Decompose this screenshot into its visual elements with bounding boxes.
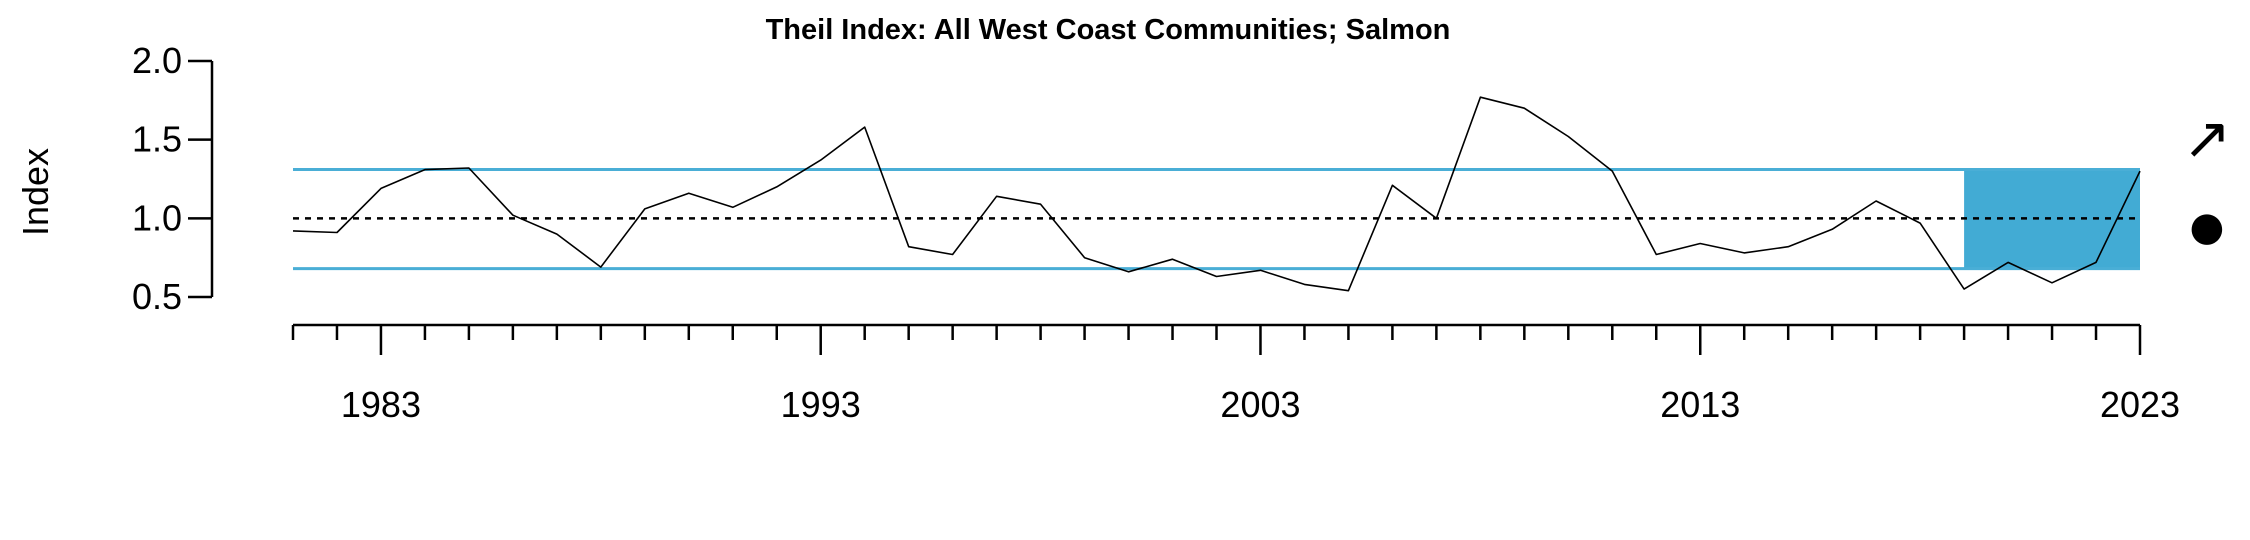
y-axis: 0.5 1.0 1.5 2.0 xyxy=(132,40,214,317)
y-tick-label: 0.5 xyxy=(132,276,182,317)
x-axis: 1983 1993 2003 2013 2023 xyxy=(291,323,2180,425)
reference-lines xyxy=(293,168,2140,271)
mean-status-dot-icon: ● xyxy=(2190,204,2225,250)
chart-title: Theil Index: All West Coast Communities;… xyxy=(766,14,1451,46)
y-tick-label: 1.5 xyxy=(132,119,182,160)
x-tick-label: 2003 xyxy=(1220,384,1300,425)
x-tick-label: 1983 xyxy=(341,384,421,425)
y-tick-label: 1.0 xyxy=(132,197,182,238)
series-layer xyxy=(292,96,2141,292)
x-tick-label: 1993 xyxy=(781,384,861,425)
y-axis-title: Index xyxy=(15,148,56,236)
indicator-layer: ↗● xyxy=(2183,104,2232,250)
y-tick-label: 2.0 xyxy=(132,40,182,81)
x-tick-label: 2013 xyxy=(1660,384,1740,425)
x-tick-label: 2023 xyxy=(2100,384,2180,425)
trend-arrow-icon: ↗ xyxy=(2183,104,2232,172)
series-line xyxy=(292,96,2141,292)
